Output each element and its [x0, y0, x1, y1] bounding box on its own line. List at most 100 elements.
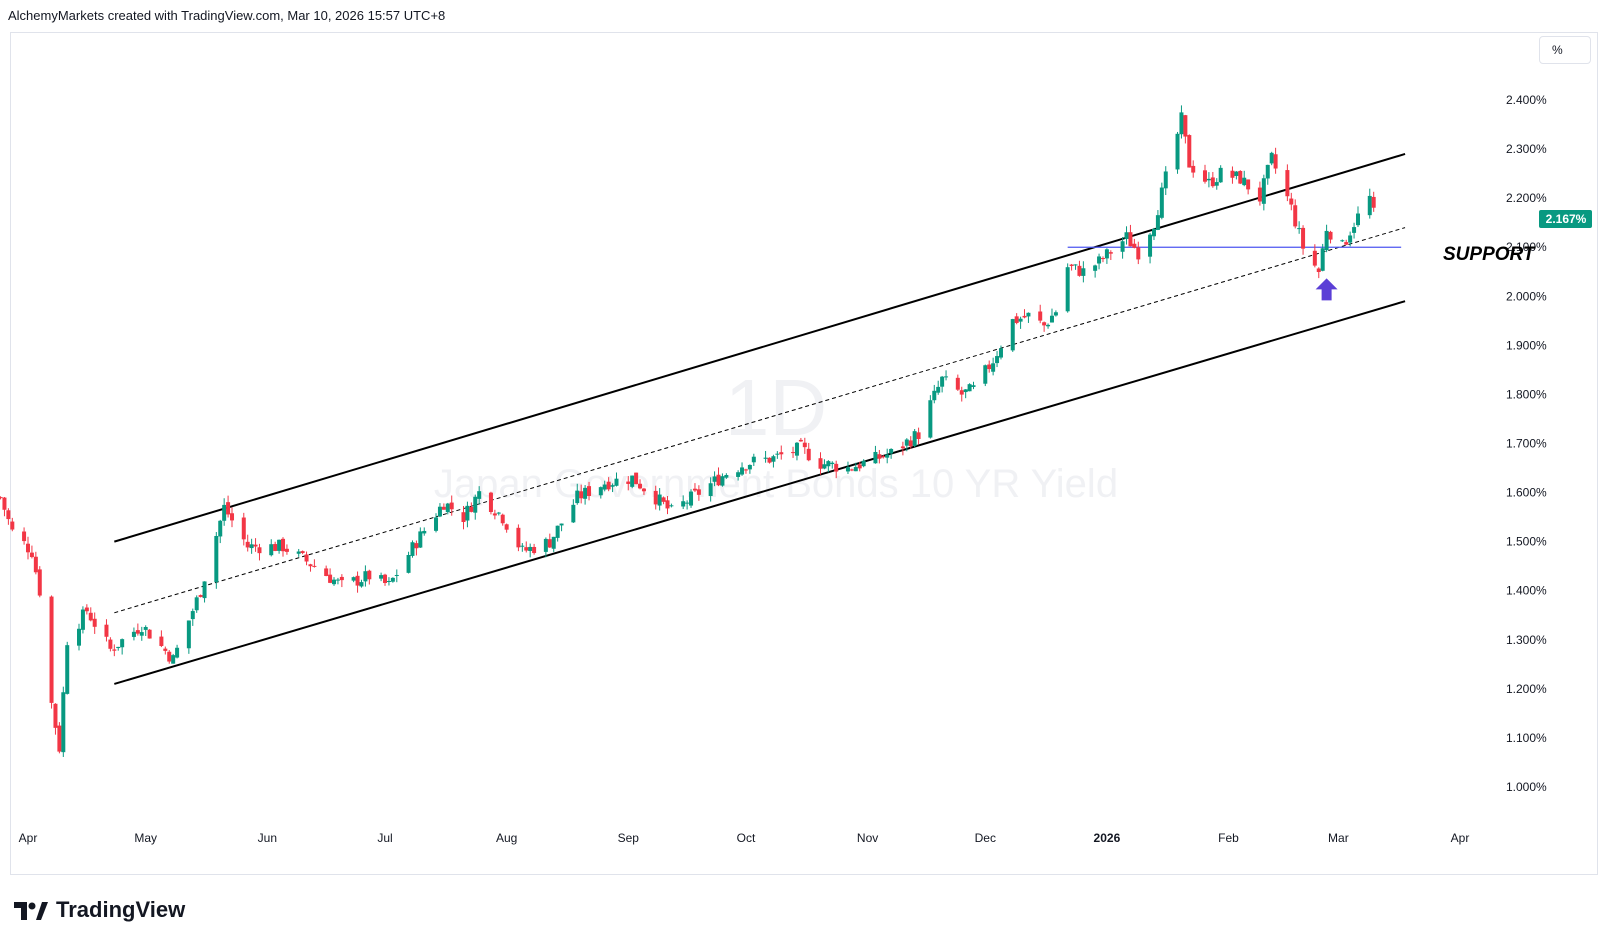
candle-body	[1053, 312, 1058, 316]
candle-body	[1257, 187, 1262, 202]
candle-body	[638, 483, 643, 489]
unit-button[interactable]: %	[1539, 36, 1591, 64]
candle-body	[1069, 264, 1074, 266]
candle-body	[916, 432, 921, 439]
candle-body	[524, 547, 529, 551]
x-tick-label: Sep	[618, 831, 640, 845]
candle-body	[1187, 135, 1192, 168]
candle-body	[849, 469, 854, 471]
y-tick-label: 1.300%	[1506, 633, 1547, 647]
candle-body	[791, 452, 796, 454]
candle-body	[1324, 230, 1329, 251]
x-tick-label: Feb	[1218, 831, 1239, 845]
candle-body	[853, 467, 858, 472]
candle-body	[284, 548, 289, 552]
candle-body	[92, 618, 97, 627]
candle-body	[6, 510, 11, 520]
candle-body	[1108, 252, 1113, 254]
channel-lower-line	[114, 300, 1406, 685]
candle-body	[900, 446, 905, 449]
candle-body	[685, 502, 690, 504]
candle-body	[1049, 315, 1054, 323]
candle-body	[1320, 248, 1325, 271]
candle-body	[944, 376, 949, 378]
candle-body	[84, 607, 89, 612]
candle-body	[1289, 198, 1294, 205]
candle-body	[708, 483, 713, 497]
y-tick-label: 1.100%	[1506, 731, 1547, 745]
candle-body	[830, 462, 835, 465]
candle-body	[877, 454, 882, 459]
candle-body	[555, 525, 560, 538]
last-price-value: 2.167%	[1546, 212, 1587, 226]
candle-body	[324, 568, 329, 576]
price-channel	[114, 153, 1406, 685]
candle-body	[1022, 315, 1027, 318]
last-price-badge-bg	[1539, 210, 1592, 228]
candle-body	[720, 476, 725, 486]
candle-body	[355, 575, 360, 586]
candle-body	[547, 539, 552, 548]
candle-body	[379, 575, 384, 579]
tradingview-logo[interactable]: TradingView	[14, 897, 185, 923]
candle-body	[312, 565, 317, 567]
candle-body	[1136, 247, 1141, 260]
candle-body	[763, 457, 768, 459]
candle-body	[614, 478, 619, 486]
candle-body	[1065, 267, 1070, 312]
candle-body	[724, 474, 729, 478]
unit-label: %	[1552, 43, 1563, 57]
candle-body	[881, 456, 886, 458]
x-tick-label: Nov	[857, 831, 878, 845]
y-tick-label: 2.300%	[1506, 142, 1547, 156]
candle-body	[1206, 178, 1211, 181]
candle-body	[469, 506, 474, 512]
candle-body	[1265, 164, 1270, 179]
x-tick-label: May	[134, 831, 157, 845]
candle-body	[1214, 182, 1219, 186]
candle-body	[653, 490, 658, 505]
candles	[0, 105, 1376, 757]
candle-body	[390, 577, 395, 582]
candle-body	[579, 491, 584, 499]
x-tick-label: Apr	[19, 831, 38, 845]
candle-body	[1175, 133, 1180, 170]
candle-body	[190, 611, 195, 620]
candle-body	[222, 504, 227, 521]
candle-body	[1163, 171, 1168, 189]
candle-body	[1104, 249, 1109, 259]
x-tick-label: Dec	[975, 831, 996, 845]
candle-body	[1238, 170, 1243, 184]
candle-body	[626, 481, 631, 484]
candle-body	[528, 546, 533, 551]
candle-body	[504, 524, 509, 530]
candle-body	[1179, 112, 1184, 135]
candle-body	[57, 725, 62, 752]
candle-body	[473, 496, 478, 513]
candle-body	[406, 554, 411, 573]
candle-body	[1191, 165, 1196, 173]
candle-body	[1081, 268, 1086, 276]
candle-body	[351, 577, 356, 581]
candle-body	[779, 452, 784, 455]
candle-body	[928, 400, 933, 438]
candle-body	[414, 543, 419, 549]
candle-body	[449, 502, 454, 510]
candle-body	[904, 439, 909, 446]
candle-body	[434, 517, 439, 531]
candle-body	[1202, 170, 1207, 182]
candle-body	[1093, 265, 1098, 271]
candle-body	[116, 646, 121, 649]
candle-body	[1148, 234, 1153, 257]
candle-body	[1316, 268, 1321, 273]
candle-body	[696, 489, 701, 495]
candle-body	[363, 571, 368, 582]
candle-body	[1344, 242, 1349, 245]
candle-body	[167, 651, 172, 662]
candle-body	[940, 376, 945, 387]
candle-body	[1014, 316, 1019, 323]
candle-body	[171, 655, 176, 664]
candle-body	[1128, 232, 1133, 247]
candle-body	[1230, 170, 1235, 178]
